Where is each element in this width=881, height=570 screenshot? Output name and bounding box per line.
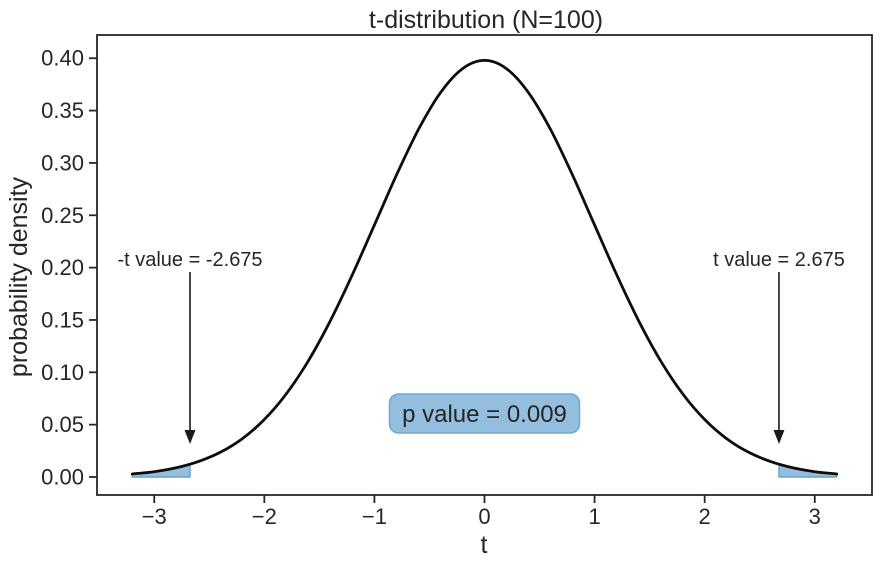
y-tick-label: 0.00	[41, 464, 84, 489]
y-tick-label: 0.25	[41, 203, 84, 228]
p-value-text: p value = 0.009	[402, 401, 567, 428]
y-tick-label: 0.35	[41, 98, 84, 123]
y-tick-label: 0.05	[41, 412, 84, 437]
x-tick-label: 0	[478, 504, 490, 529]
y-tick-label: 0.20	[41, 255, 84, 280]
y-tick-label: 0.15	[41, 307, 84, 332]
x-tick-label: −2	[252, 504, 277, 529]
x-tick-label: −3	[142, 504, 167, 529]
plot-render-layer: −3 −2 −1 0 1 2 3 0.00 0.05 0.10 0.15 0.20 0.25 0.30 0.…	[41, 34, 873, 529]
neg-t-annotation-arrowhead	[184, 430, 196, 445]
x-tick-label: −1	[362, 504, 387, 529]
y-tick-label: 0.40	[41, 46, 84, 71]
y-tick-label: 0.10	[41, 360, 84, 385]
pdf-curve	[130, 58, 839, 476]
x-tick-label: 3	[809, 504, 821, 529]
chart-title: t-distribution (N=100)	[369, 6, 603, 34]
p-value-box	[388, 393, 581, 434]
y-tick-label: 0.30	[41, 150, 84, 175]
x-tick-label: 1	[588, 504, 600, 529]
x-tick-label: 2	[699, 504, 711, 529]
pos-t-annotation-arrowhead	[773, 430, 785, 445]
y-axis-label: probability density	[5, 176, 33, 377]
neg-t-annotation-text: -t value = -2.675	[117, 249, 262, 271]
x-axis-label: t	[481, 531, 488, 559]
pos-t-annotation-text: t value = 2.675	[713, 249, 845, 271]
